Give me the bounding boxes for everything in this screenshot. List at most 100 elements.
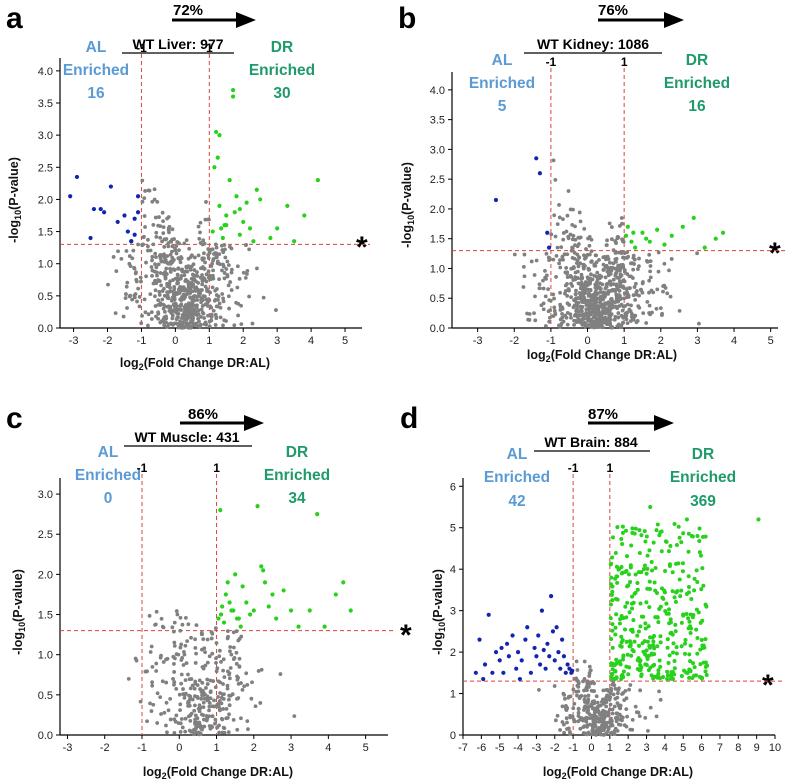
y-tick-label: 6 (450, 481, 456, 493)
y-tick-label: 1.0 (430, 263, 445, 275)
ns-point (658, 306, 663, 311)
ns-point (153, 251, 158, 256)
ns-point (206, 256, 211, 261)
ns-point (219, 716, 224, 721)
ns-point (144, 260, 148, 265)
ns-point (164, 272, 169, 276)
dr-enriched-point (234, 194, 239, 199)
dr-enriched-point (692, 576, 697, 581)
ns-point (177, 248, 181, 253)
dr-enriched-point (619, 565, 624, 570)
ns-point (193, 285, 198, 290)
dr-enriched-point (690, 661, 695, 666)
dr-enriched-point (652, 634, 657, 639)
ns-point (577, 210, 582, 215)
ns-point (187, 700, 191, 705)
ns-point (623, 304, 627, 308)
ns-point (595, 320, 600, 325)
ns-point (178, 645, 183, 650)
ns-point (593, 253, 598, 258)
ns-point (595, 270, 600, 275)
ns-point (586, 697, 591, 702)
dr-enriched-point (679, 540, 684, 545)
ns-point (541, 286, 546, 291)
ns-point (221, 707, 226, 711)
ns-point (633, 281, 638, 286)
dr-enriched-point (227, 178, 232, 183)
ns-point (579, 320, 584, 325)
al-label-enriched-c: Enriched (75, 467, 141, 484)
dr-enriched-point (614, 612, 619, 617)
dr-enriched-point (641, 567, 646, 572)
ns-point (200, 310, 205, 315)
y-axis-title-a: -log10(P-value) (7, 157, 23, 243)
ns-point (197, 703, 202, 708)
ns-point (631, 293, 636, 298)
ns-point (181, 687, 185, 691)
dr-enriched-point (673, 622, 678, 627)
ns-point (179, 717, 184, 721)
ns-point (148, 650, 153, 654)
ns-point (149, 310, 154, 315)
ns-point (576, 719, 581, 724)
ns-point (568, 713, 573, 718)
ns-point (170, 227, 175, 232)
dr-enriched-point (624, 639, 629, 644)
ns-point (172, 620, 177, 625)
ns-point (128, 293, 133, 298)
dr-enriched-point (650, 568, 655, 573)
ns-point (201, 693, 206, 697)
ns-point (193, 661, 198, 665)
panel-letter-b: b (398, 2, 416, 35)
y-tick-label: 0.0 (38, 323, 53, 335)
ns-point (622, 251, 627, 256)
ns-point (632, 285, 637, 289)
ns-point (239, 322, 244, 327)
ns-point (216, 679, 221, 684)
ns-point (151, 242, 156, 247)
ns-point (182, 696, 187, 700)
ns-point (573, 243, 577, 247)
ns-point (225, 274, 230, 279)
x-tick-label: 7 (717, 742, 723, 754)
dr-enriched-point (618, 617, 623, 622)
al-enriched-point (88, 235, 93, 241)
ns-point (124, 284, 129, 289)
ns-point (179, 642, 184, 647)
ns-point (589, 298, 594, 303)
ns-point (601, 732, 606, 737)
ns-point (565, 301, 570, 306)
dr-enriched-point (683, 641, 688, 646)
dr-enriched-point (322, 624, 327, 629)
ns-point (618, 250, 623, 255)
ns-point (199, 307, 204, 312)
ns-point (582, 697, 587, 702)
y-tick-label: 2.5 (430, 174, 445, 186)
dr-enriched-point (609, 592, 614, 597)
y-tick-label: 0.0 (38, 730, 53, 742)
dr-enriched-point (680, 224, 685, 229)
ns-point (613, 300, 617, 305)
ns-point (595, 700, 600, 705)
ns-point (592, 299, 597, 304)
ns-point (591, 724, 596, 729)
ns-point (201, 700, 206, 705)
ns-point (245, 719, 250, 724)
ns-point (581, 292, 586, 296)
ns-point (595, 704, 600, 709)
x-tick-label: -3 (532, 742, 542, 754)
y-tick-label: 5 (450, 523, 456, 535)
ns-point (250, 680, 254, 685)
ns-point (565, 322, 570, 327)
dr-enriched-point (333, 592, 338, 597)
dr-enriched-point (692, 665, 697, 670)
ns-point (226, 283, 231, 288)
ns-point (629, 311, 634, 316)
ns-point (572, 318, 576, 323)
ns-point (177, 241, 181, 246)
al-enriched-point (74, 174, 80, 180)
ns-point (140, 313, 144, 318)
ns-point (585, 723, 590, 727)
ns-point (533, 318, 538, 323)
ns-point (574, 261, 579, 266)
